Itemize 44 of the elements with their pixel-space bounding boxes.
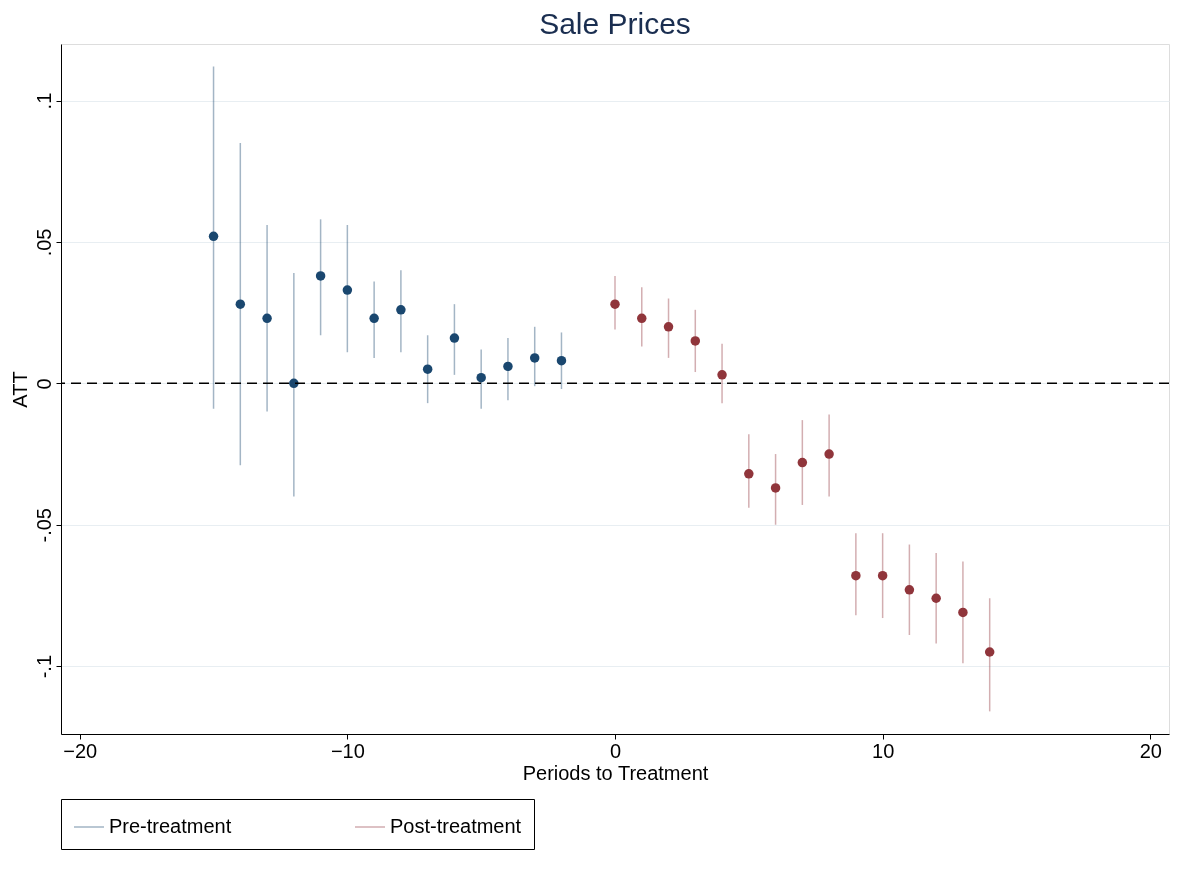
point: [449, 333, 460, 343]
point: [637, 313, 647, 324]
point: [262, 313, 272, 324]
x-tick-label: −20: [63, 739, 98, 762]
y-tick-label: -.1: [32, 654, 55, 679]
point: [610, 299, 620, 309]
y-tick-label: -.05: [32, 508, 55, 543]
point: [904, 585, 915, 595]
point: [744, 469, 754, 479]
point: [289, 378, 299, 389]
point: [315, 271, 326, 281]
point: [529, 353, 540, 363]
point: [476, 372, 486, 383]
point: [824, 449, 834, 459]
point: [396, 305, 406, 315]
x-tick-label: −10: [330, 739, 365, 762]
point: [958, 607, 968, 618]
point: [984, 647, 995, 657]
y-tick-label: .05: [32, 228, 55, 257]
point: [235, 299, 246, 309]
x-axis-title: Periods to Treatment: [522, 761, 709, 784]
x-tick-label: 0: [609, 739, 622, 762]
legend-label: Post-treatment: [390, 815, 522, 837]
x-tick-label: 10: [872, 739, 895, 762]
point: [556, 355, 567, 366]
point: [663, 322, 674, 332]
y-axis-title: ATT: [8, 371, 31, 408]
point: [208, 231, 219, 242]
legend-label: Pre-treatment: [109, 815, 232, 837]
point: [770, 483, 781, 493]
y-tick-label: 0: [32, 378, 55, 390]
chart-title: Sale Prices: [539, 7, 691, 40]
point: [503, 361, 513, 372]
point: [797, 457, 808, 468]
point: [851, 570, 861, 581]
point: [342, 285, 353, 295]
point: [690, 336, 701, 346]
point: [877, 570, 888, 581]
y-tick-label: .1: [32, 92, 55, 110]
x-tick-label: 20: [1139, 739, 1162, 762]
point: [931, 593, 941, 603]
point: [717, 370, 727, 380]
point: [369, 313, 379, 324]
point: [422, 364, 433, 374]
